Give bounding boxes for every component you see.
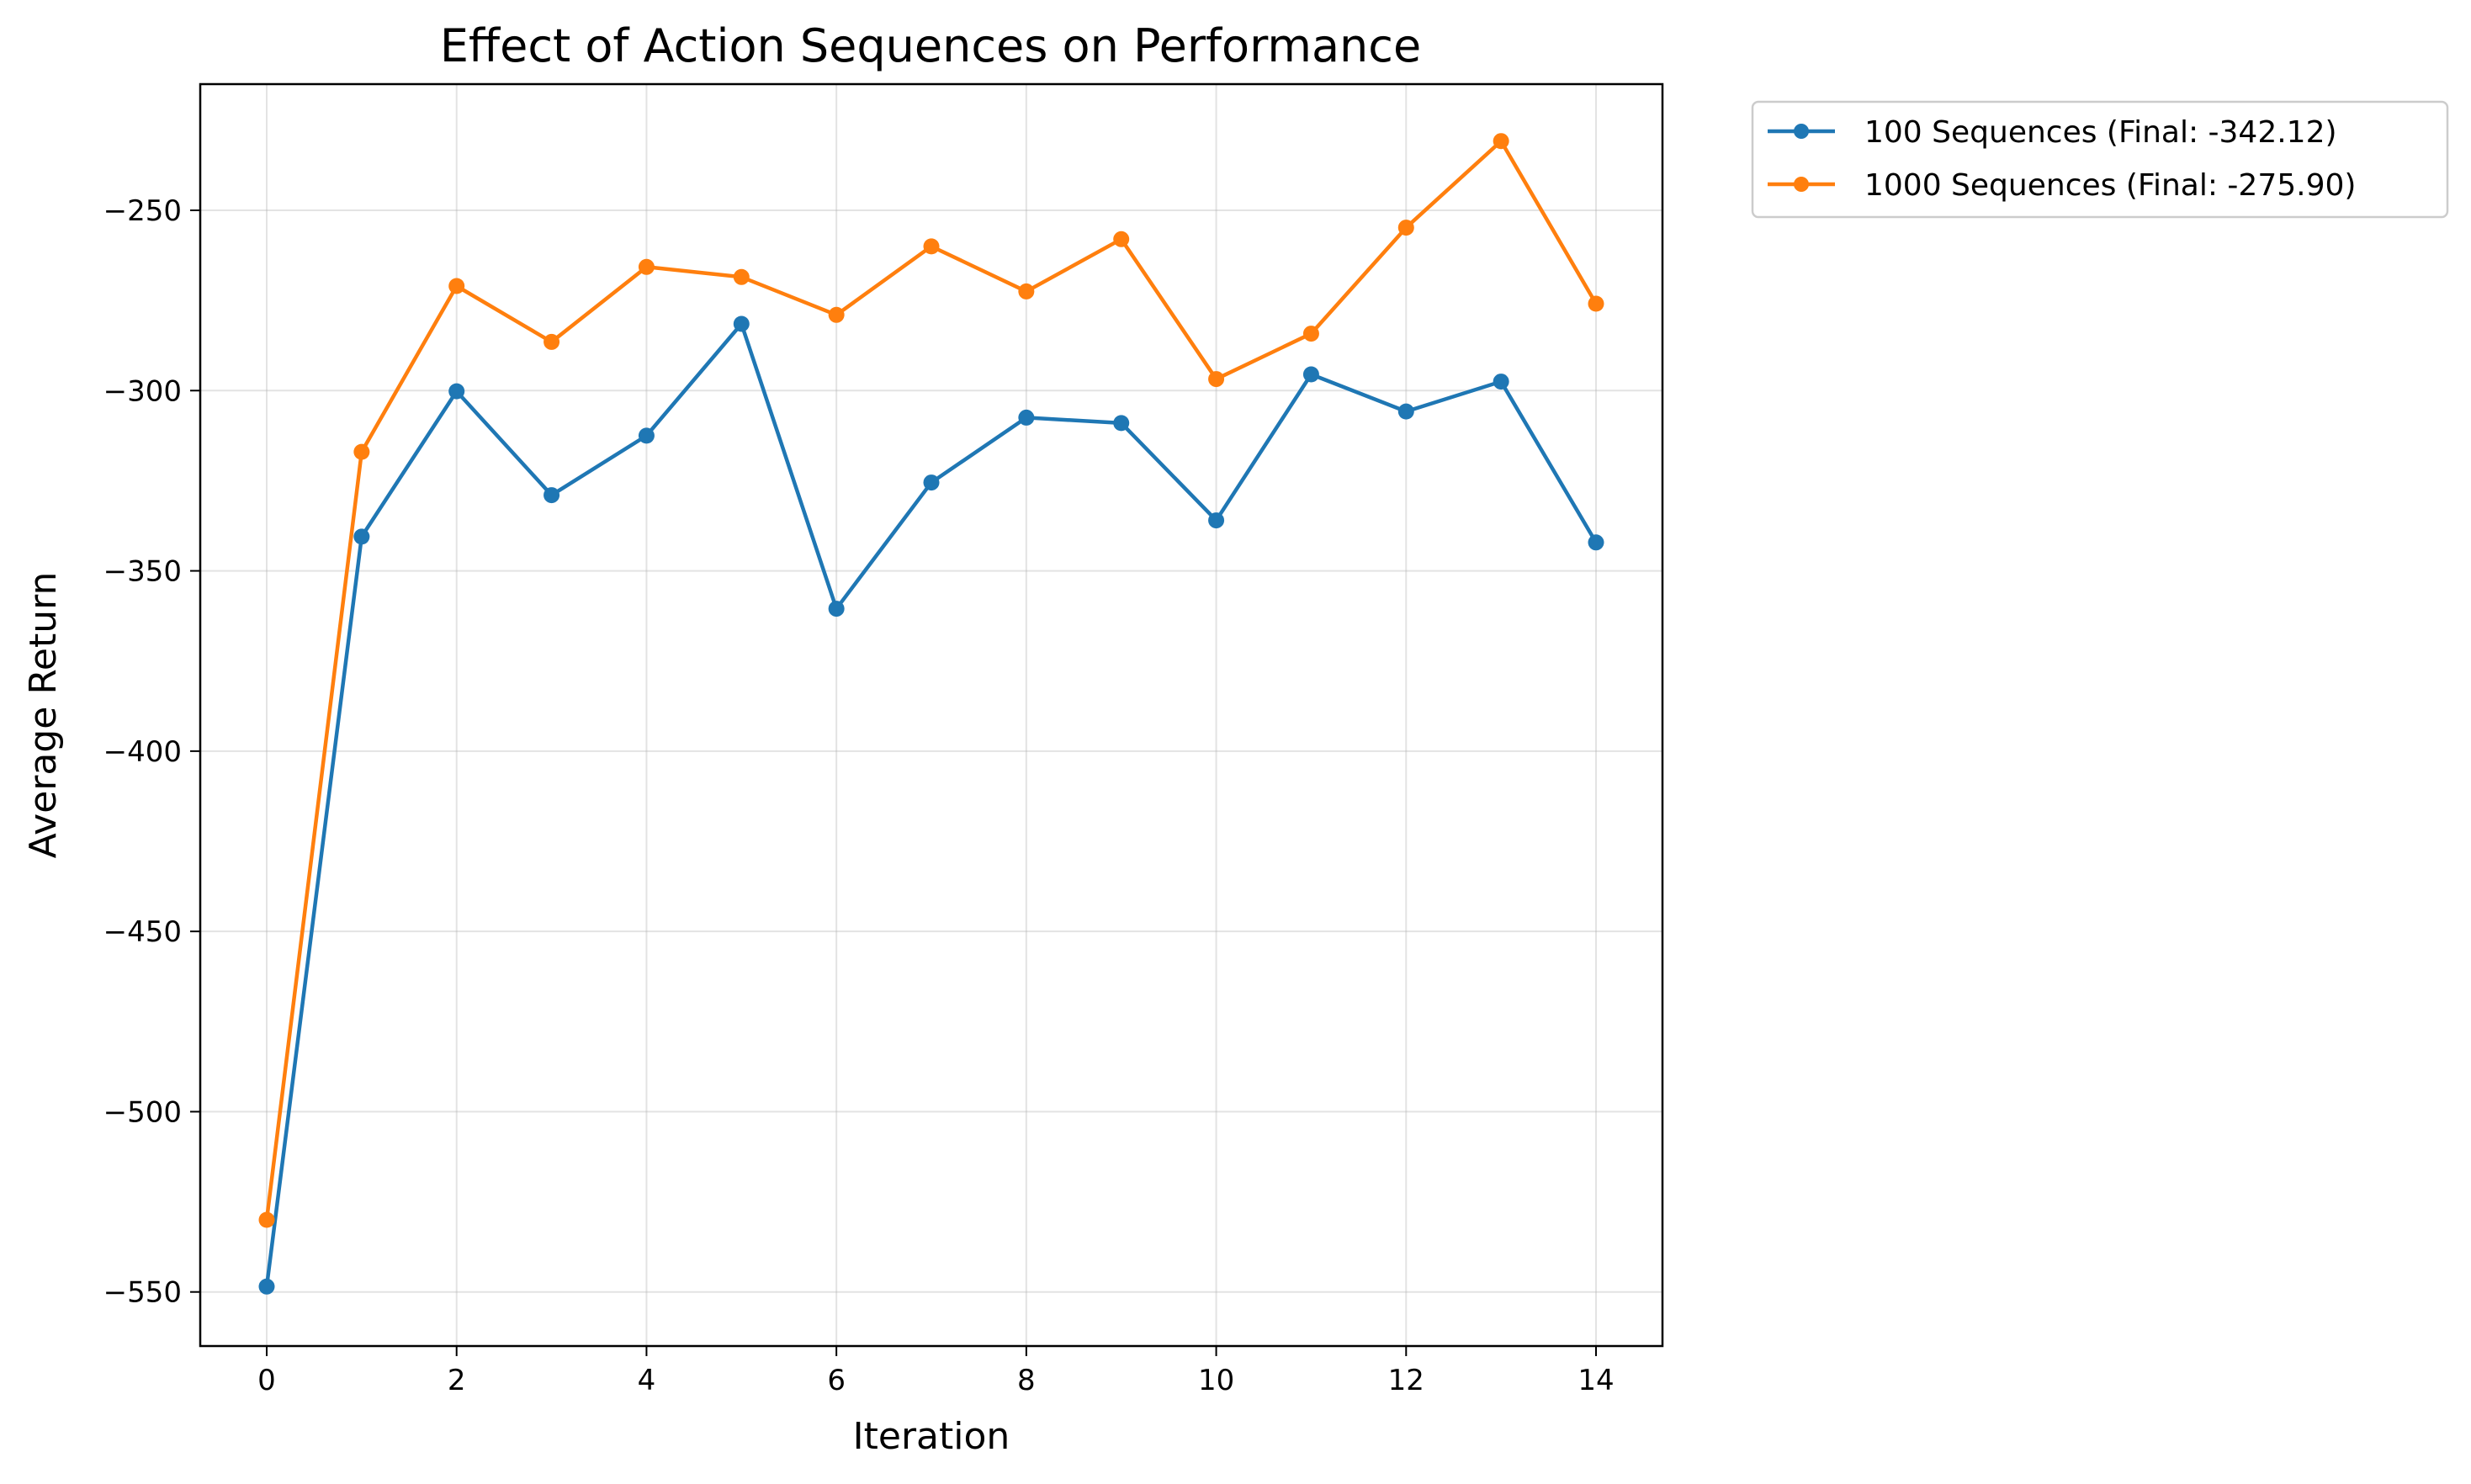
y-axis-label: Average Return xyxy=(22,572,65,859)
series-line xyxy=(264,139,1598,1221)
data-point xyxy=(828,306,845,323)
series-100-sequences xyxy=(258,315,1604,1295)
x-tick-label: 2 xyxy=(448,1364,466,1397)
legend-box xyxy=(1751,100,2449,219)
legend-label-1000-sequences: 1000 Sequences (Final: -275.90) xyxy=(1864,168,2356,203)
data-point xyxy=(1397,403,1414,420)
y-tick-label: −550 xyxy=(103,1276,182,1310)
data-point xyxy=(353,528,370,545)
data-point xyxy=(733,315,750,332)
y-tick-label: −300 xyxy=(103,374,182,408)
data-point xyxy=(448,278,465,294)
data-point xyxy=(1588,534,1604,551)
legend-marker-1000-sequences xyxy=(1794,177,1809,192)
data-point xyxy=(733,268,750,285)
data-point xyxy=(1113,415,1130,432)
x-tick-label: 6 xyxy=(827,1364,846,1397)
y-tick-label: −500 xyxy=(103,1095,182,1129)
data-point xyxy=(448,383,465,400)
data-point xyxy=(353,443,370,460)
data-point xyxy=(1018,283,1035,299)
data-point xyxy=(544,333,560,350)
data-point xyxy=(1113,231,1130,247)
data-point xyxy=(258,1211,275,1228)
axis-ticks: 0 2 4 6 8 10 12 14 −550 −500 −450 −400 −350 −300 −250 xyxy=(103,194,1615,1397)
data-point xyxy=(1018,409,1035,426)
data-point xyxy=(638,258,655,275)
data-point xyxy=(544,487,560,504)
legend-marker-100-sequences xyxy=(1794,124,1809,139)
y-tick-label: −250 xyxy=(103,194,182,228)
data-point xyxy=(1302,326,1319,342)
y-tick-label: −450 xyxy=(103,915,182,949)
series-layer xyxy=(258,133,1604,1295)
x-tick-label: 4 xyxy=(638,1364,656,1397)
chart-title: Effect of Action Sequences on Performanc… xyxy=(440,19,1421,72)
y-tick-label: −350 xyxy=(103,555,182,589)
data-point xyxy=(1493,374,1509,390)
data-point xyxy=(638,427,655,444)
data-point xyxy=(1493,133,1509,150)
data-point xyxy=(1208,371,1225,388)
y-tick-label: −400 xyxy=(103,735,182,769)
x-tick-label: 8 xyxy=(1017,1364,1036,1397)
data-point xyxy=(258,1278,275,1295)
data-point xyxy=(1302,366,1319,383)
grid xyxy=(200,84,1662,1346)
legend: 100 Sequences (Final: -342.12) 1000 Sequ… xyxy=(1751,100,2449,219)
plot-frame xyxy=(199,82,1664,1348)
data-point xyxy=(828,601,845,617)
x-tick-label: 0 xyxy=(257,1364,276,1397)
series-line xyxy=(264,321,1598,1287)
x-tick-label: 10 xyxy=(1198,1364,1234,1397)
data-point xyxy=(1588,295,1604,312)
data-point xyxy=(1397,220,1414,236)
data-point xyxy=(923,238,940,255)
data-point xyxy=(923,474,940,491)
x-tick-label: 12 xyxy=(1388,1364,1424,1397)
legend-label-100-sequences: 100 Sequences (Final: -342.12) xyxy=(1864,115,2337,150)
data-point xyxy=(1208,512,1225,529)
x-tick-label: 14 xyxy=(1578,1364,1614,1397)
x-axis-label: Iteration xyxy=(853,1415,1010,1458)
series-1000-sequences xyxy=(258,133,1604,1228)
